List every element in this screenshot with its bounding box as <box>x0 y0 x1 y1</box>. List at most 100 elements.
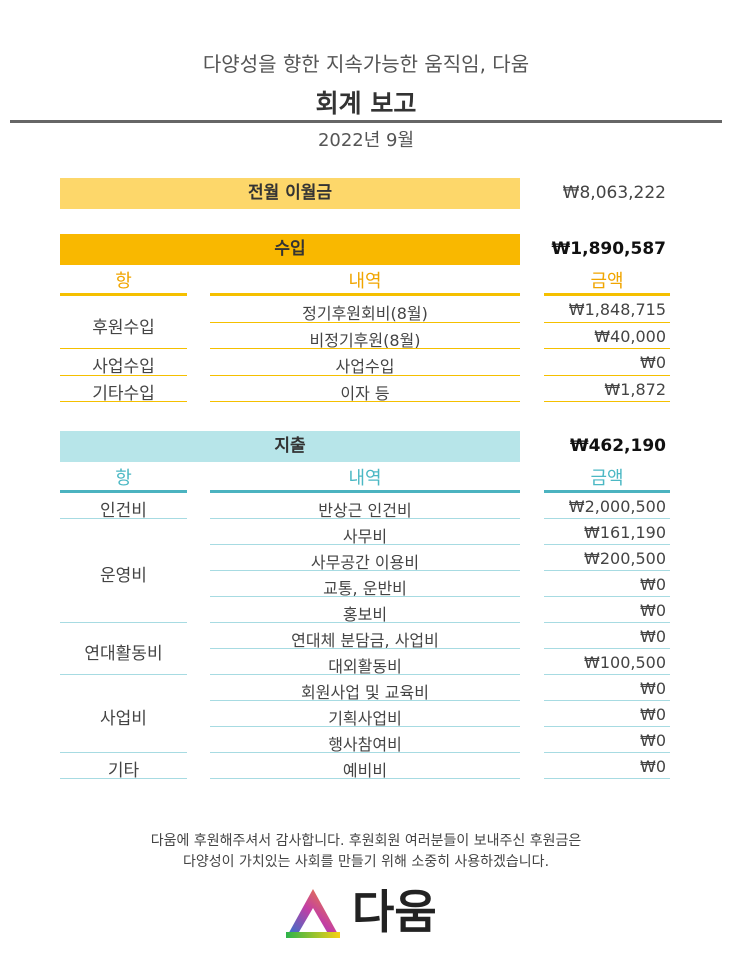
income-detail: 사업수입 <box>335 357 395 376</box>
expense-row-line <box>210 674 520 675</box>
income-detail: 이자 등 <box>340 383 390 403</box>
expense-detail: 예비비 <box>342 761 388 780</box>
report-subtitle: 다양성을 향한 지속가능한 움직임, 다움 <box>202 52 530 76</box>
income-bar: 수입 <box>60 234 520 265</box>
income-amount: ₩0 <box>640 353 666 372</box>
income-row-line <box>544 374 670 376</box>
income-item: 후원수입 <box>92 317 155 338</box>
expense-row-line <box>210 596 520 597</box>
expense-amount: ₩161,190 <box>584 523 666 542</box>
expense-detail: 기획사업비 <box>328 709 402 728</box>
expense-amount: ₩0 <box>640 601 666 620</box>
expense-amount: ₩0 <box>640 575 666 594</box>
carryover-bar: 전월 이월금 <box>60 178 520 209</box>
expense-row-line <box>544 596 670 597</box>
expense-header-underline <box>544 490 670 493</box>
expense-item: 기타 <box>107 761 140 781</box>
expense-col-amount: 금액 <box>590 468 624 489</box>
expense-amount: ₩0 <box>640 705 666 724</box>
income-row-line <box>544 348 670 349</box>
income-total: ₩1,890,587 <box>551 239 666 259</box>
income-amount: ₩1,872 <box>604 379 666 399</box>
income-header-underline <box>210 293 520 296</box>
expense-amount: ₩0 <box>640 731 666 750</box>
income-item: 기타수입 <box>92 383 155 404</box>
expense-item: 연대활동비 <box>84 644 163 664</box>
expense-detail: 행사참여비 <box>328 735 402 754</box>
expense-item-line <box>60 674 187 675</box>
expense-row-line <box>544 648 670 649</box>
expense-detail: 반상근 인건비 <box>318 501 412 520</box>
expense-row-line <box>210 544 520 545</box>
expense-amount: ₩100,500 <box>584 653 666 672</box>
expense-detail: 홍보비 <box>342 605 388 624</box>
expense-row-line <box>544 518 670 519</box>
income-item: 사업수입 <box>92 357 155 378</box>
expense-row-line <box>544 674 670 675</box>
expense-row-line <box>544 544 670 545</box>
expense-detail: 회원사업 및 교육비 <box>301 683 429 702</box>
expense-row-line <box>210 700 520 701</box>
income-col-amount: 금액 <box>590 271 624 292</box>
income-row-line <box>210 348 520 349</box>
expense-item: 사업비 <box>100 709 147 729</box>
income-detail: 정기후원회비(8월) <box>302 304 428 323</box>
footer-line-2: 다양성이 가치있는 사회를 만들기 위해 소중히 사용하겠습니다. <box>182 854 550 870</box>
expense-total: ₩462,190 <box>569 436 666 456</box>
income-amount: ₩1,848,715 <box>568 300 666 319</box>
footer-line-1: 다움에 후원해주셔서 감사합니다. 후원회원 여러분들이 보내주신 후원금은 <box>150 833 582 849</box>
expense-detail: 연대체 분담금, 사업비 <box>291 631 439 650</box>
expense-amount: ₩0 <box>640 627 666 646</box>
expense-row-line <box>544 752 670 753</box>
income-item-line <box>60 348 187 349</box>
expense-item-line <box>60 622 187 623</box>
expense-row-line <box>210 570 520 571</box>
income-row-line <box>210 374 520 376</box>
expense-bar: 지출 <box>60 431 520 462</box>
expense-row-line <box>544 622 670 623</box>
expense-col-detail: 내역 <box>348 468 382 489</box>
expense-item: 인건비 <box>100 501 147 521</box>
daum-logo-icon <box>283 886 343 942</box>
expense-row-line <box>544 778 670 779</box>
income-header-underline <box>544 293 670 296</box>
expense-col-item: 항 <box>115 468 132 489</box>
expense-detail: 대외활동비 <box>328 657 402 676</box>
expense-item-line <box>60 518 187 519</box>
expense-header-underline <box>60 490 187 493</box>
title-divider <box>10 120 722 123</box>
report-title: 회계 보고 <box>315 89 417 118</box>
expense-item-line <box>60 778 187 779</box>
income-amount: ₩40,000 <box>594 326 666 346</box>
expense-row-line <box>210 778 520 779</box>
expense-row-line <box>210 726 520 727</box>
expense-detail: 교통, 운반비 <box>323 579 407 598</box>
income-row-line <box>210 321 520 323</box>
expense-row-line <box>544 700 670 701</box>
income-col-detail: 내역 <box>348 271 382 292</box>
income-row-line <box>544 401 670 402</box>
report-date: 2022년 9월 <box>317 130 415 151</box>
carryover-label: 전월 이월금 <box>247 183 333 203</box>
income-detail: 비정기후원(8월) <box>309 330 421 350</box>
expense-amount: ₩2,000,500 <box>568 497 666 516</box>
carryover-amount: ₩8,063,222 <box>562 183 666 203</box>
expense-item-line <box>60 752 187 753</box>
expense-row-line <box>210 622 520 623</box>
expense-row-line <box>210 648 520 649</box>
expense-row-line <box>544 570 670 571</box>
expense-detail: 사무공간 이용비 <box>310 553 420 572</box>
income-row-line <box>544 321 670 323</box>
income-col-item: 항 <box>115 271 132 292</box>
income-header-underline <box>60 293 187 296</box>
expense-header-underline <box>210 490 520 493</box>
expense-row-line <box>544 726 670 727</box>
expense-amount: ₩200,500 <box>584 549 666 568</box>
income-item-line <box>60 374 187 376</box>
income-item-line <box>60 401 187 402</box>
income-row-line <box>210 401 520 402</box>
expense-amount: ₩0 <box>640 679 666 698</box>
logo-text: 다움 <box>352 885 437 939</box>
expense-item: 운영비 <box>100 566 147 586</box>
expense-row-line <box>210 518 520 519</box>
